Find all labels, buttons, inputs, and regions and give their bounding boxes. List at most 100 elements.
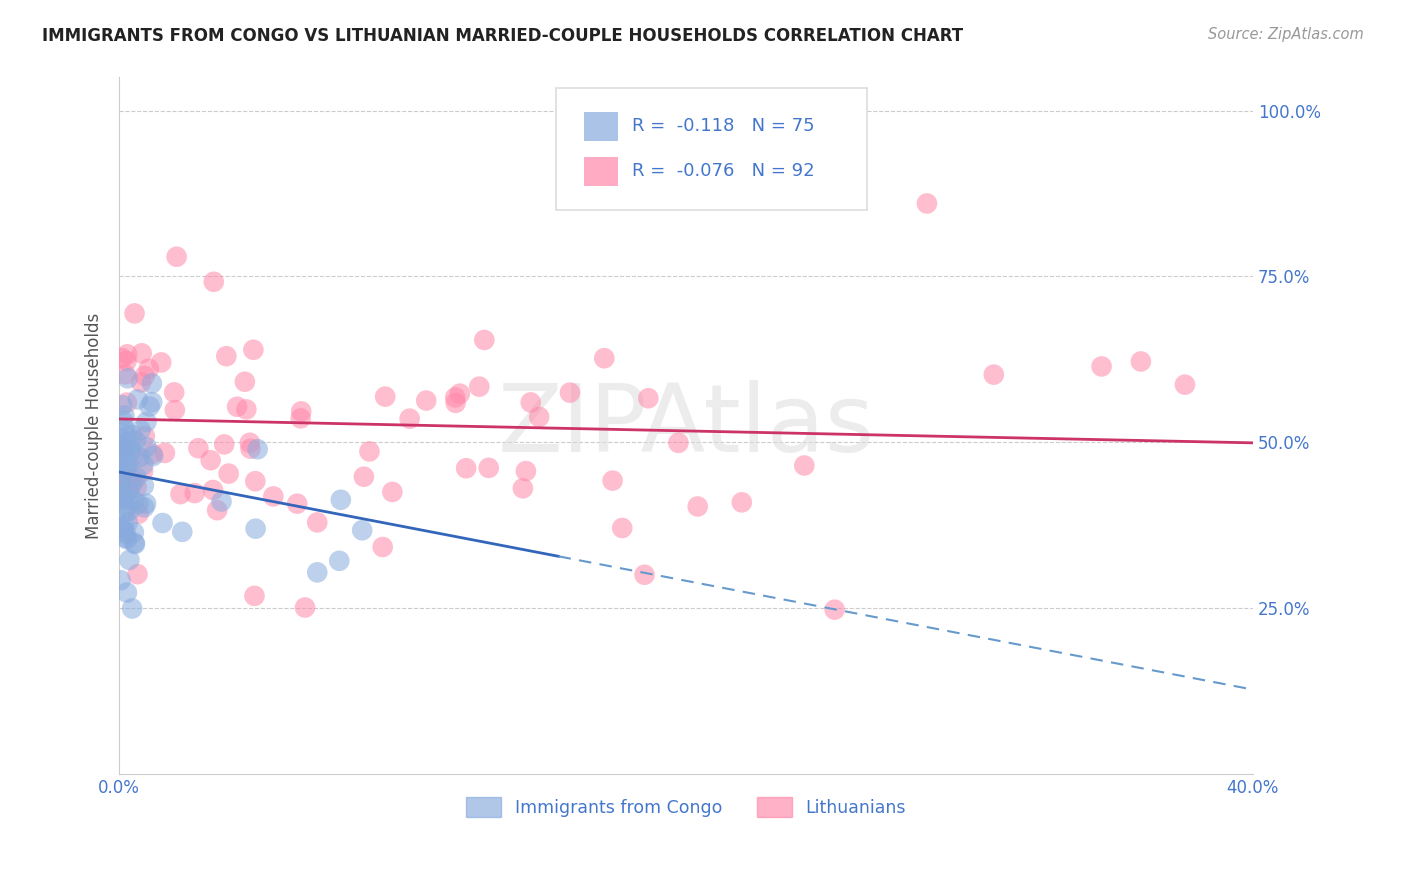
Point: [129, 450, 152, 464]
Point: [129, 376, 152, 390]
Point: [134, 368, 156, 383]
Point: [637, 391, 659, 405]
Point: [122, 474, 145, 488]
Point: [132, 478, 155, 492]
Point: [134, 429, 156, 443]
Point: [294, 600, 316, 615]
Point: [235, 402, 257, 417]
Text: Source: ZipAtlas.com: Source: ZipAtlas.com: [1208, 27, 1364, 42]
Point: [131, 346, 153, 360]
Point: [527, 409, 550, 424]
Point: [793, 458, 815, 473]
Point: [593, 351, 616, 366]
Point: [115, 465, 138, 479]
Point: [472, 333, 495, 347]
Point: [121, 478, 143, 492]
Point: [120, 442, 142, 457]
Point: [371, 540, 394, 554]
Point: [285, 497, 308, 511]
Point: [290, 411, 312, 425]
Point: [114, 463, 136, 477]
Point: [112, 518, 135, 533]
Point: [183, 486, 205, 500]
Point: [118, 504, 141, 518]
Point: [633, 156, 655, 170]
Point: [612, 521, 634, 535]
Point: [124, 447, 146, 461]
Point: [233, 375, 256, 389]
Point: [115, 347, 138, 361]
Point: [114, 442, 136, 457]
Point: [478, 461, 501, 475]
Point: [352, 523, 374, 537]
Point: [246, 442, 269, 457]
Point: [121, 601, 143, 615]
Point: [110, 491, 132, 505]
Point: [211, 494, 233, 508]
Point: [115, 438, 138, 452]
Point: [124, 537, 146, 551]
FancyBboxPatch shape: [555, 88, 868, 210]
Point: [132, 464, 155, 478]
Point: [114, 423, 136, 437]
Point: [114, 455, 136, 469]
Point: [512, 481, 534, 495]
Point: [120, 443, 142, 458]
Point: [114, 449, 136, 463]
Point: [117, 516, 139, 530]
Point: [245, 474, 267, 488]
Bar: [583, 157, 619, 186]
Point: [117, 371, 139, 385]
Point: [111, 437, 134, 451]
Point: [202, 483, 225, 497]
Legend: Immigrants from Congo, Lithuanians: Immigrants from Congo, Lithuanians: [460, 790, 912, 824]
Point: [205, 503, 228, 517]
Point: [633, 567, 655, 582]
Point: [118, 484, 141, 499]
Point: [115, 526, 138, 541]
Point: [290, 404, 312, 418]
Point: [150, 355, 173, 369]
Point: [202, 275, 225, 289]
Point: [141, 376, 163, 391]
Point: [135, 415, 157, 429]
Point: [468, 379, 491, 393]
Point: [122, 525, 145, 540]
Point: [398, 411, 420, 425]
Point: [125, 470, 148, 484]
Point: [141, 395, 163, 409]
Point: [118, 474, 141, 488]
Point: [111, 484, 134, 499]
Point: [138, 400, 160, 414]
Point: [242, 343, 264, 357]
Point: [214, 437, 236, 451]
Point: [114, 428, 136, 442]
Point: [115, 354, 138, 368]
Point: [328, 554, 350, 568]
Point: [1090, 359, 1112, 374]
Point: [686, 500, 709, 514]
Point: [415, 393, 437, 408]
Point: [444, 396, 467, 410]
Point: [218, 467, 240, 481]
Point: [114, 409, 136, 423]
Point: [115, 585, 138, 599]
Point: [239, 442, 262, 456]
Point: [374, 390, 396, 404]
Point: [824, 602, 846, 616]
Point: [166, 250, 188, 264]
Point: [307, 566, 329, 580]
Point: [111, 432, 134, 446]
Point: [111, 489, 134, 503]
Point: [353, 469, 375, 483]
Point: [112, 414, 135, 428]
Point: [731, 495, 754, 509]
Point: [114, 368, 136, 382]
Point: [114, 505, 136, 519]
Point: [122, 493, 145, 508]
Point: [114, 447, 136, 461]
Point: [519, 395, 541, 409]
Point: [117, 492, 139, 507]
Point: [262, 490, 284, 504]
Point: [1174, 377, 1197, 392]
